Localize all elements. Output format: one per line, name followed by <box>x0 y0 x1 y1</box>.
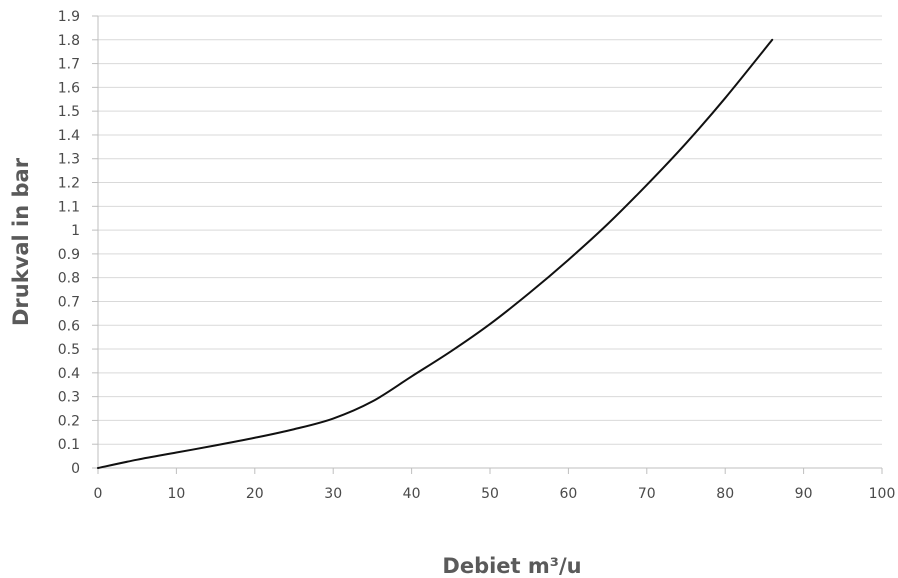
series-group <box>97 38 774 469</box>
x-tick-labels: 0 10 20 30 40 50 60 70 80 90 100 <box>94 486 896 502</box>
x-tick-label: 10 <box>167 486 185 502</box>
x-tick-label: 100 <box>869 486 896 502</box>
y-tick-label: 1.1 <box>58 199 80 215</box>
y-tick-label: 1.5 <box>58 104 80 120</box>
x-tick-label: 80 <box>716 486 734 502</box>
y-tick-label: 1.4 <box>58 128 80 144</box>
y-tick-label: 1 <box>71 223 80 239</box>
y-tick-label: 1.2 <box>58 176 80 192</box>
y-tick-label: 0.7 <box>58 294 80 310</box>
y-tick-label: 1.9 <box>58 9 80 25</box>
x-axis-label: Debiet m³/u <box>442 554 581 578</box>
y-tick-label: 0.1 <box>58 437 80 453</box>
y-tick-label: 0.2 <box>58 413 80 429</box>
y-tick-label: 0 <box>71 461 80 477</box>
x-tick-label: 30 <box>324 486 342 502</box>
y-tick-label: 0.6 <box>58 318 80 334</box>
grid-lines <box>98 15 882 445</box>
series-line <box>97 38 774 469</box>
axes <box>92 15 883 474</box>
y-tick-label: 1.8 <box>58 33 80 49</box>
y-tick-label: 0.3 <box>58 390 80 406</box>
x-tick-label: 20 <box>246 486 264 502</box>
y-tick-label: 0.8 <box>58 271 80 287</box>
x-tick-label: 40 <box>403 486 421 502</box>
x-tick-label: 0 <box>94 486 103 502</box>
x-tick-label: 70 <box>638 486 656 502</box>
y-tick-label: 0.4 <box>58 366 80 382</box>
x-tick-label: 60 <box>559 486 577 502</box>
y-tick-label: 0.9 <box>58 247 80 263</box>
x-tick-label: 50 <box>481 486 499 502</box>
x-tick-label: 90 <box>795 486 813 502</box>
y-tick-label: 1.7 <box>58 57 80 73</box>
y-tick-label: 1.3 <box>58 152 80 168</box>
y-tick-labels: 0 0.1 0.2 0.3 0.4 0.5 0.6 0.7 0.8 0.9 1 1.1 1.2 1.3 1.… <box>58 9 80 477</box>
y-tick-label: 1.6 <box>58 80 80 96</box>
y-axis-label: Drukval in bar <box>9 157 33 326</box>
y-tick-label: 0.5 <box>58 342 80 358</box>
